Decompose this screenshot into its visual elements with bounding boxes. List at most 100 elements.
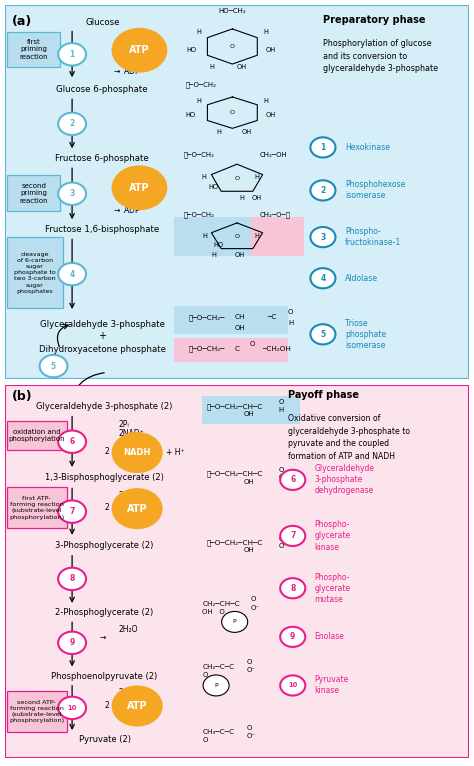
Text: O⁻: O⁻ xyxy=(246,667,255,673)
Text: Dihydroxyacetone phosphate: Dihydroxyacetone phosphate xyxy=(39,345,166,354)
FancyBboxPatch shape xyxy=(7,691,66,732)
Circle shape xyxy=(280,470,305,490)
Text: Phosphorylation of glucose
and its conversion to
glyceraldehyde 3-phosphate: Phosphorylation of glucose and its conve… xyxy=(323,39,438,73)
Text: $\rightarrow$ ADP: $\rightarrow$ ADP xyxy=(111,65,141,77)
Circle shape xyxy=(310,137,336,158)
Text: OH: OH xyxy=(235,325,246,331)
Text: 1: 1 xyxy=(70,50,75,59)
Text: Fructose 6-phosphate: Fructose 6-phosphate xyxy=(55,154,149,163)
Text: 2: 2 xyxy=(104,701,109,710)
Text: Ⓟ─O─CH₂: Ⓟ─O─CH₂ xyxy=(183,211,215,218)
Text: 1: 1 xyxy=(320,143,326,152)
Text: Phosphoenolpyruvate (2): Phosphoenolpyruvate (2) xyxy=(52,672,158,681)
Text: 1,3-Bisphosphoglycerate (2): 1,3-Bisphosphoglycerate (2) xyxy=(45,473,164,483)
Text: H: H xyxy=(209,64,214,70)
Text: OH: OH xyxy=(242,129,252,135)
Circle shape xyxy=(203,675,229,696)
Text: Ⓟ─O─CH₂─: Ⓟ─O─CH₂─ xyxy=(188,345,225,352)
Text: 10: 10 xyxy=(67,705,77,711)
Text: O: O xyxy=(279,400,284,405)
Text: $\rightarrow$ ADP: $\rightarrow$ ADP xyxy=(111,204,141,214)
Circle shape xyxy=(280,525,305,546)
Text: CH₂─OH: CH₂─OH xyxy=(259,152,287,158)
Circle shape xyxy=(58,632,86,654)
FancyBboxPatch shape xyxy=(5,5,469,379)
Circle shape xyxy=(310,324,336,345)
Text: Ⓟ─O─CH₂─CH─C: Ⓟ─O─CH₂─CH─C xyxy=(207,403,263,410)
Text: Preparatory phase: Preparatory phase xyxy=(323,15,426,25)
Text: ATP: ATP xyxy=(129,183,150,193)
Text: 3-Phosphoglycerate (2): 3-Phosphoglycerate (2) xyxy=(55,541,154,550)
Text: OH   O: OH O xyxy=(202,609,225,615)
Text: H: H xyxy=(211,252,216,258)
Text: HO: HO xyxy=(186,47,196,53)
Text: 9: 9 xyxy=(290,633,295,641)
Circle shape xyxy=(111,432,163,473)
Text: P: P xyxy=(233,620,237,624)
Circle shape xyxy=(310,180,336,201)
Text: 4: 4 xyxy=(70,270,75,279)
Text: 6: 6 xyxy=(290,476,295,484)
Text: 8: 8 xyxy=(290,584,295,593)
Text: H: H xyxy=(254,175,259,180)
Circle shape xyxy=(111,488,163,529)
Text: 2-Phosphoglycerate (2): 2-Phosphoglycerate (2) xyxy=(55,608,154,617)
Text: Phospho-
glycerate
kinase: Phospho- glycerate kinase xyxy=(315,520,351,552)
Text: O─Ⓟ: O─Ⓟ xyxy=(279,473,292,480)
Text: H: H xyxy=(264,98,268,104)
Text: second ATP-
forming reaction
(substrate-level
phosphorylation): second ATP- forming reaction (substrate-… xyxy=(9,700,64,723)
Text: O: O xyxy=(279,466,284,473)
Text: 10: 10 xyxy=(288,683,297,689)
FancyBboxPatch shape xyxy=(7,237,63,308)
Text: CH₂─CH─C: CH₂─CH─C xyxy=(202,601,240,607)
Text: H: H xyxy=(288,320,293,326)
Text: H: H xyxy=(216,129,221,135)
Circle shape xyxy=(280,676,305,696)
Text: OH: OH xyxy=(244,547,255,553)
Text: P: P xyxy=(214,683,218,688)
Text: Glucose 6-phosphate: Glucose 6-phosphate xyxy=(56,85,148,94)
FancyBboxPatch shape xyxy=(202,396,300,424)
Text: 2NAD⁺: 2NAD⁺ xyxy=(118,429,144,437)
Text: $\rightarrow$: $\rightarrow$ xyxy=(98,633,107,642)
Text: O⁻: O⁻ xyxy=(246,733,255,739)
Text: Ⓟ─O─CH₂─CH─C: Ⓟ─O─CH₂─CH─C xyxy=(207,470,263,476)
Text: Phosphohexose
isomerase: Phosphohexose isomerase xyxy=(345,180,405,201)
FancyBboxPatch shape xyxy=(174,306,288,334)
Text: 5: 5 xyxy=(51,362,56,371)
Text: CH₂─O─Ⓟ: CH₂─O─Ⓟ xyxy=(259,211,290,218)
Text: H: H xyxy=(196,98,201,104)
Text: 7: 7 xyxy=(290,532,295,541)
Text: 2: 2 xyxy=(104,447,109,457)
Text: O: O xyxy=(246,660,252,666)
Text: OH: OH xyxy=(266,112,276,117)
Text: Enolase: Enolase xyxy=(315,633,345,641)
Text: Ⓟ─O─CH₂: Ⓟ─O─CH₂ xyxy=(186,81,217,88)
Text: ─CH₂OH: ─CH₂OH xyxy=(263,345,292,352)
Circle shape xyxy=(111,28,167,73)
Text: Ⓟ─O─CH₂─CH─C: Ⓟ─O─CH₂─CH─C xyxy=(207,539,263,545)
Text: 2ADP: 2ADP xyxy=(118,689,139,697)
Text: O: O xyxy=(235,234,239,239)
Text: Glucose: Glucose xyxy=(85,18,119,27)
Text: O: O xyxy=(202,738,208,743)
Circle shape xyxy=(280,578,305,598)
FancyBboxPatch shape xyxy=(5,385,469,758)
Text: Ⓟ─O─CH₂: Ⓟ─O─CH₂ xyxy=(183,152,215,159)
Text: 2Pᵢ: 2Pᵢ xyxy=(118,420,129,429)
Text: +: + xyxy=(98,331,106,341)
Text: O: O xyxy=(230,110,235,115)
Circle shape xyxy=(58,43,86,66)
Text: 4: 4 xyxy=(320,273,326,283)
FancyBboxPatch shape xyxy=(7,31,61,67)
Circle shape xyxy=(58,263,86,286)
Text: CH: CH xyxy=(235,315,245,320)
Text: HO: HO xyxy=(208,184,219,190)
Text: OH: OH xyxy=(244,479,255,485)
Text: Payoff phase: Payoff phase xyxy=(288,390,359,400)
Text: ATP: ATP xyxy=(129,45,150,55)
FancyBboxPatch shape xyxy=(7,487,66,529)
Circle shape xyxy=(310,227,336,247)
Text: (b): (b) xyxy=(12,390,32,403)
Circle shape xyxy=(58,113,86,135)
